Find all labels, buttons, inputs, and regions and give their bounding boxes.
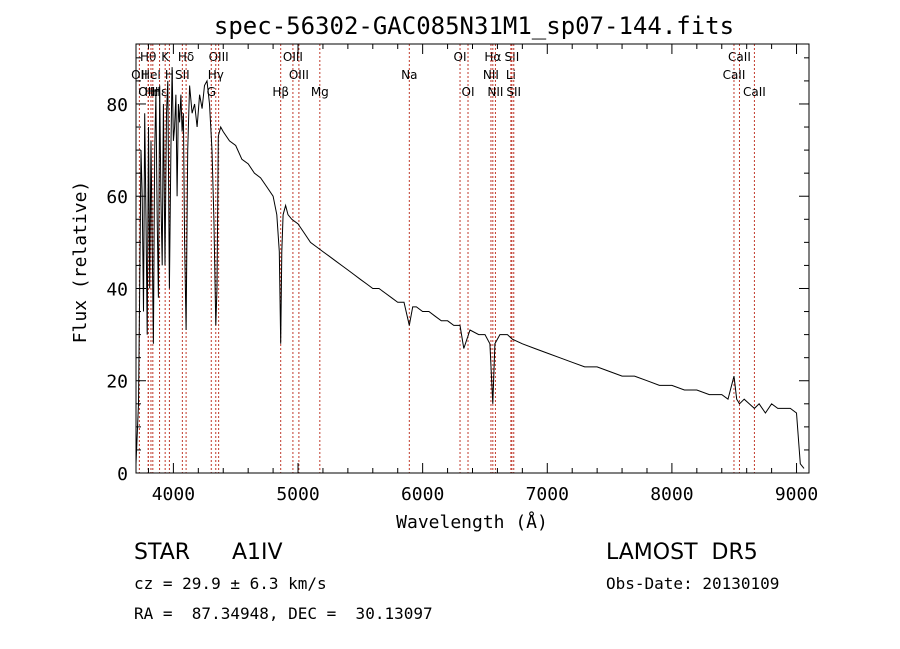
line-marker-label: NII — [483, 68, 499, 82]
y-tick-label: 0 — [117, 464, 128, 485]
plot-frame — [135, 43, 810, 474]
line-marker-label: SII — [505, 50, 520, 64]
y-tick-label: 40 — [106, 279, 128, 300]
line-marker-label: H — [165, 68, 174, 82]
line-marker-label: Hβ — [272, 85, 289, 99]
x-tick-label: 8000 — [650, 484, 693, 505]
x-ticks: 4000 5000 6000 7000 8000 9000 — [147, 44, 818, 505]
obs-date: Obs-Date: 20130109 — [606, 574, 780, 593]
line-marker-label: Na — [401, 68, 417, 82]
x-tick-label: 9000 — [775, 484, 818, 505]
line-marker-label: OIII — [209, 50, 229, 64]
line-marker-label: CaII — [728, 50, 751, 64]
line-marker-label: SII — [175, 68, 190, 82]
x-tick-label: 6000 — [401, 484, 444, 505]
line-marker-label: Hη — [145, 85, 162, 99]
line-marker-label: OII — [131, 68, 148, 82]
y-tick-label: 20 — [106, 372, 128, 393]
line-marker-label: G — [207, 85, 216, 99]
y-ticks: 0 20 40 60 80 — [106, 57, 809, 485]
ra-dec: RA = 87.34948, DEC = 30.13097 — [134, 604, 433, 623]
line-marker-label: Hα — [484, 50, 501, 64]
line-marker-label: CaII — [723, 68, 746, 82]
line-marker-label: CaII — [743, 85, 766, 99]
line-marker-label: HeI — [141, 68, 161, 82]
line-marker-label: Hγ — [208, 68, 224, 82]
line-marker-label: OIII — [138, 85, 158, 99]
line-marker-label: OI — [462, 85, 475, 99]
x-tick-label: 4000 — [152, 484, 195, 505]
survey-name: LAMOST DR5 — [606, 540, 758, 565]
object-class: STAR — [134, 540, 191, 565]
line-marker-label: Mg — [311, 85, 329, 99]
y-axis-label: Flux (relative) — [70, 181, 91, 344]
x-tick-label: 5000 — [276, 484, 319, 505]
line-markers: OIIHθOIIIHeIHηHεKHHδSIIOIIIHγGOIIIOIIIHβ… — [131, 44, 766, 473]
chart-title: spec-56302-GAC085N31M1_sp07-144.fits — [214, 12, 734, 40]
line-marker-label: SII — [506, 85, 521, 99]
redshift-cz: cz = 29.9 ± 6.3 km/s — [134, 574, 327, 593]
spectrum-line — [135, 67, 805, 469]
line-marker-label: OIII — [289, 68, 309, 82]
line-marker-label: OI — [454, 50, 467, 64]
y-tick-label: 80 — [106, 95, 128, 116]
line-marker-label: K — [161, 50, 170, 64]
line-marker-label: Li — [506, 68, 516, 82]
y-tick-label: 60 — [106, 187, 128, 208]
line-marker-label: OIII — [283, 50, 303, 64]
line-marker-label: NII — [487, 85, 503, 99]
object-subclass: A1IV — [232, 540, 283, 565]
line-marker-label: Hδ — [178, 50, 194, 64]
x-tick-label: 7000 — [526, 484, 569, 505]
x-axis-label: Wavelength (Å) — [396, 511, 548, 533]
